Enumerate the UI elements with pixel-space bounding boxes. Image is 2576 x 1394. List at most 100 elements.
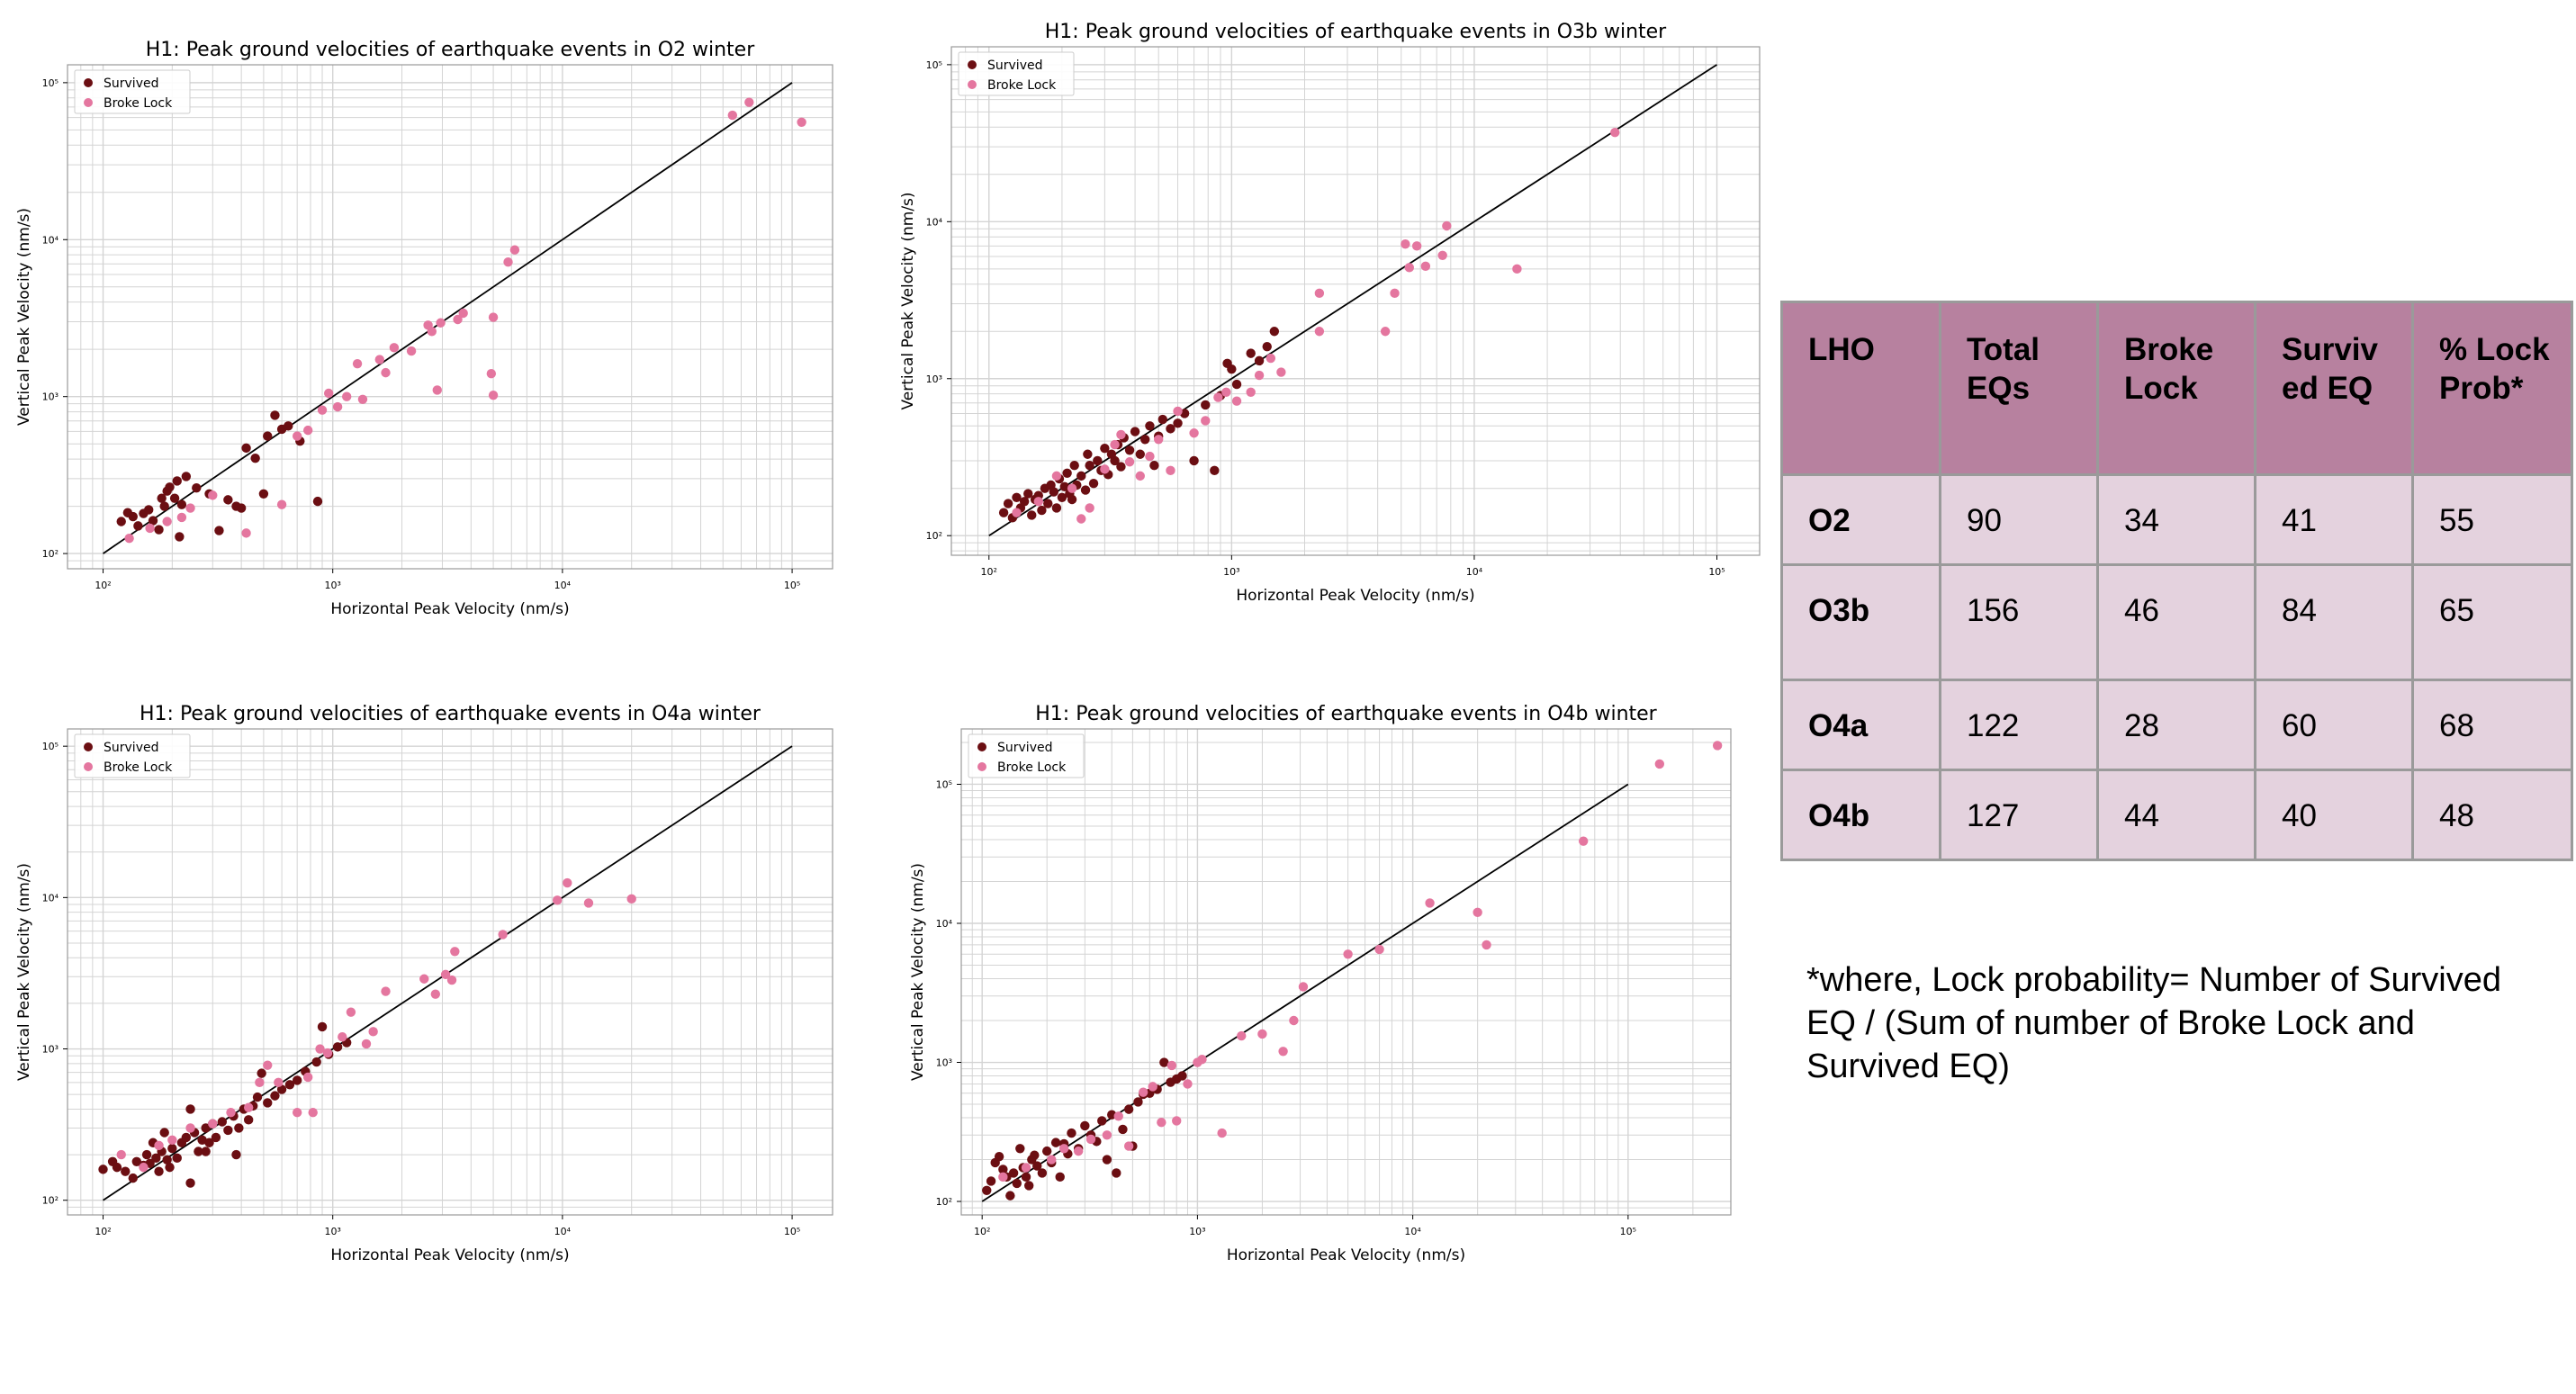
broke-lock-point xyxy=(1314,288,1325,299)
cell-survived-eq: 41 xyxy=(2254,473,2414,566)
grid xyxy=(68,65,833,569)
y-tick-label: 10³ xyxy=(936,1057,952,1069)
broke-lock-point xyxy=(498,930,508,940)
x-tick-label: 10⁵ xyxy=(1620,1226,1636,1237)
broke-lock-point xyxy=(1221,387,1231,397)
legend-label-broke-lock: Broke Lock xyxy=(104,96,173,111)
cell-run: O4a xyxy=(1780,679,1941,771)
broke-lock-point xyxy=(583,898,594,908)
broke-lock-point xyxy=(1473,907,1482,917)
reference-line xyxy=(981,783,1629,1202)
survived-point xyxy=(1088,479,1099,489)
broke-lock-point xyxy=(263,1060,273,1070)
survived-point xyxy=(181,472,192,481)
survived-point xyxy=(185,1178,195,1188)
broke-lock-point xyxy=(450,947,460,957)
broke-lock-point xyxy=(1110,439,1120,450)
cell-lock-prob: 65 xyxy=(2411,563,2573,681)
cell-broke-lock: 44 xyxy=(2096,769,2256,861)
broke-lock-point xyxy=(1343,949,1353,959)
broke-lock-point xyxy=(419,974,429,984)
survived-point xyxy=(1059,481,1070,492)
broke-lock-point xyxy=(292,431,302,441)
survived-point xyxy=(159,501,169,511)
survived-point xyxy=(1269,327,1280,337)
broke-lock-point xyxy=(323,388,334,399)
survived-point xyxy=(1102,1155,1112,1165)
broke-lock-point xyxy=(1278,1047,1288,1057)
survived-point xyxy=(1189,455,1199,466)
survived-point xyxy=(116,517,126,526)
cell-survived-eq: 60 xyxy=(2254,679,2414,771)
broke-lock-point xyxy=(338,1032,347,1042)
reference-line xyxy=(103,82,793,554)
survived-point xyxy=(1112,1168,1121,1178)
broke-lock-point xyxy=(553,895,563,905)
broke-lock-point xyxy=(1411,241,1422,251)
broke-lock-point xyxy=(1157,1118,1166,1128)
broke-lock-point xyxy=(453,314,463,325)
x-tick-label: 10⁵ xyxy=(1708,566,1725,578)
chart-o2: 10² 10³ 10⁴ 10⁵ 10² 10³ 10⁴ 10⁵ H1: Peak ground … xyxy=(0,31,846,618)
x-tick-label: 10³ xyxy=(324,1226,340,1237)
broke-lock-point xyxy=(276,499,287,509)
broke-lock-point xyxy=(124,533,134,544)
survived-point xyxy=(311,1057,321,1067)
broke-lock-point xyxy=(139,1162,149,1173)
broke-lock-point xyxy=(1654,759,1665,769)
broke-lock-point xyxy=(563,877,572,888)
x-tick-label: 10⁴ xyxy=(554,1226,572,1237)
broke-lock-point xyxy=(727,110,738,121)
col-header-lho: LHO xyxy=(1780,301,1941,476)
broke-lock-point xyxy=(1102,1130,1112,1140)
cell-total-eqs: 122 xyxy=(1939,679,2099,771)
legend-marker-broke-lock xyxy=(84,762,93,771)
broke-lock-point xyxy=(1166,1060,1177,1071)
broke-lock-point xyxy=(274,1077,284,1088)
survived-point xyxy=(151,1153,161,1164)
table-header-row: LHO Total EQs Broke Lock Surviv ed EQ % … xyxy=(1780,301,2573,476)
survived-point xyxy=(257,1068,266,1078)
chart-title: H1: Peak ground velocities of earthquake… xyxy=(140,703,761,725)
survived-point xyxy=(181,1132,192,1143)
cell-lock-prob: 48 xyxy=(2411,769,2573,861)
legend: Survived Broke Lock xyxy=(74,733,191,778)
chart-o4b: 10² 10³ 10⁴ 10⁵ 10² 10³ 10⁴ 10⁵ H1: Peak ground … xyxy=(903,697,1762,1264)
x-axis-label: Horizontal Peak Velocity (nm/s) xyxy=(330,600,569,618)
broke-lock-point xyxy=(1712,741,1723,751)
x-tick-label: 10³ xyxy=(1189,1226,1205,1237)
broke-lock-point xyxy=(322,1048,333,1058)
broke-lock-point xyxy=(1231,396,1242,406)
broke-lock-point xyxy=(352,358,363,369)
chart-title: H1: Peak ground velocities of earthquake… xyxy=(1035,703,1657,725)
legend-marker-survived xyxy=(968,60,977,69)
broke-lock-point xyxy=(1172,1116,1182,1126)
data-points xyxy=(982,741,1723,1201)
survived-point xyxy=(1024,1181,1034,1191)
lock-probability-table: LHO Total EQs Broke Lock Surviv ed EQ % … xyxy=(1780,301,2573,861)
broke-lock-point xyxy=(381,986,391,996)
legend-label-broke-lock: Broke Lock xyxy=(104,760,173,775)
broke-lock-point xyxy=(1076,514,1086,524)
broke-lock-point xyxy=(243,1102,254,1112)
broke-lock-point xyxy=(436,318,446,328)
survived-point xyxy=(1159,1057,1169,1067)
survived-point xyxy=(172,476,182,486)
broke-lock-point xyxy=(1012,508,1022,517)
survived-point xyxy=(1177,1071,1187,1081)
survived-point xyxy=(252,1092,263,1102)
y-axis-label: Vertical Peak Velocity (nm/s) xyxy=(15,208,33,426)
survived-point xyxy=(258,489,269,499)
broke-lock-point xyxy=(744,97,754,107)
y-tick-label: 10² xyxy=(42,1195,59,1207)
scatter-plot-svg: 10² 10³ 10⁴ 10⁵ 10² 10³ 10⁴ 10⁵ H1: Peak ground … xyxy=(15,703,833,1264)
legend-box xyxy=(74,69,191,114)
broke-lock-point xyxy=(1217,1128,1227,1138)
survived-point xyxy=(133,521,143,531)
survived-point xyxy=(1085,461,1094,471)
y-tick-label: 10⁴ xyxy=(926,216,943,228)
broke-lock-point xyxy=(332,401,343,412)
survived-point xyxy=(1067,494,1077,505)
broke-lock-point xyxy=(1265,353,1276,364)
survived-point xyxy=(1130,427,1140,436)
